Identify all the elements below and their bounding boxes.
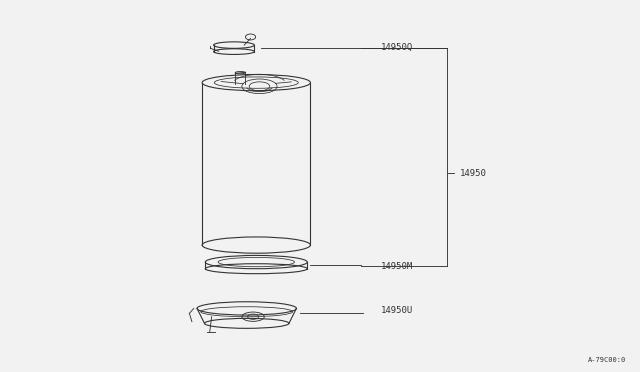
Text: A-79C00:0: A-79C00:0 — [588, 357, 626, 363]
Text: 14950M: 14950M — [381, 262, 413, 270]
Text: 14950: 14950 — [460, 169, 487, 177]
Text: 14950Q: 14950Q — [381, 43, 413, 52]
Text: 14950U: 14950U — [381, 306, 413, 315]
